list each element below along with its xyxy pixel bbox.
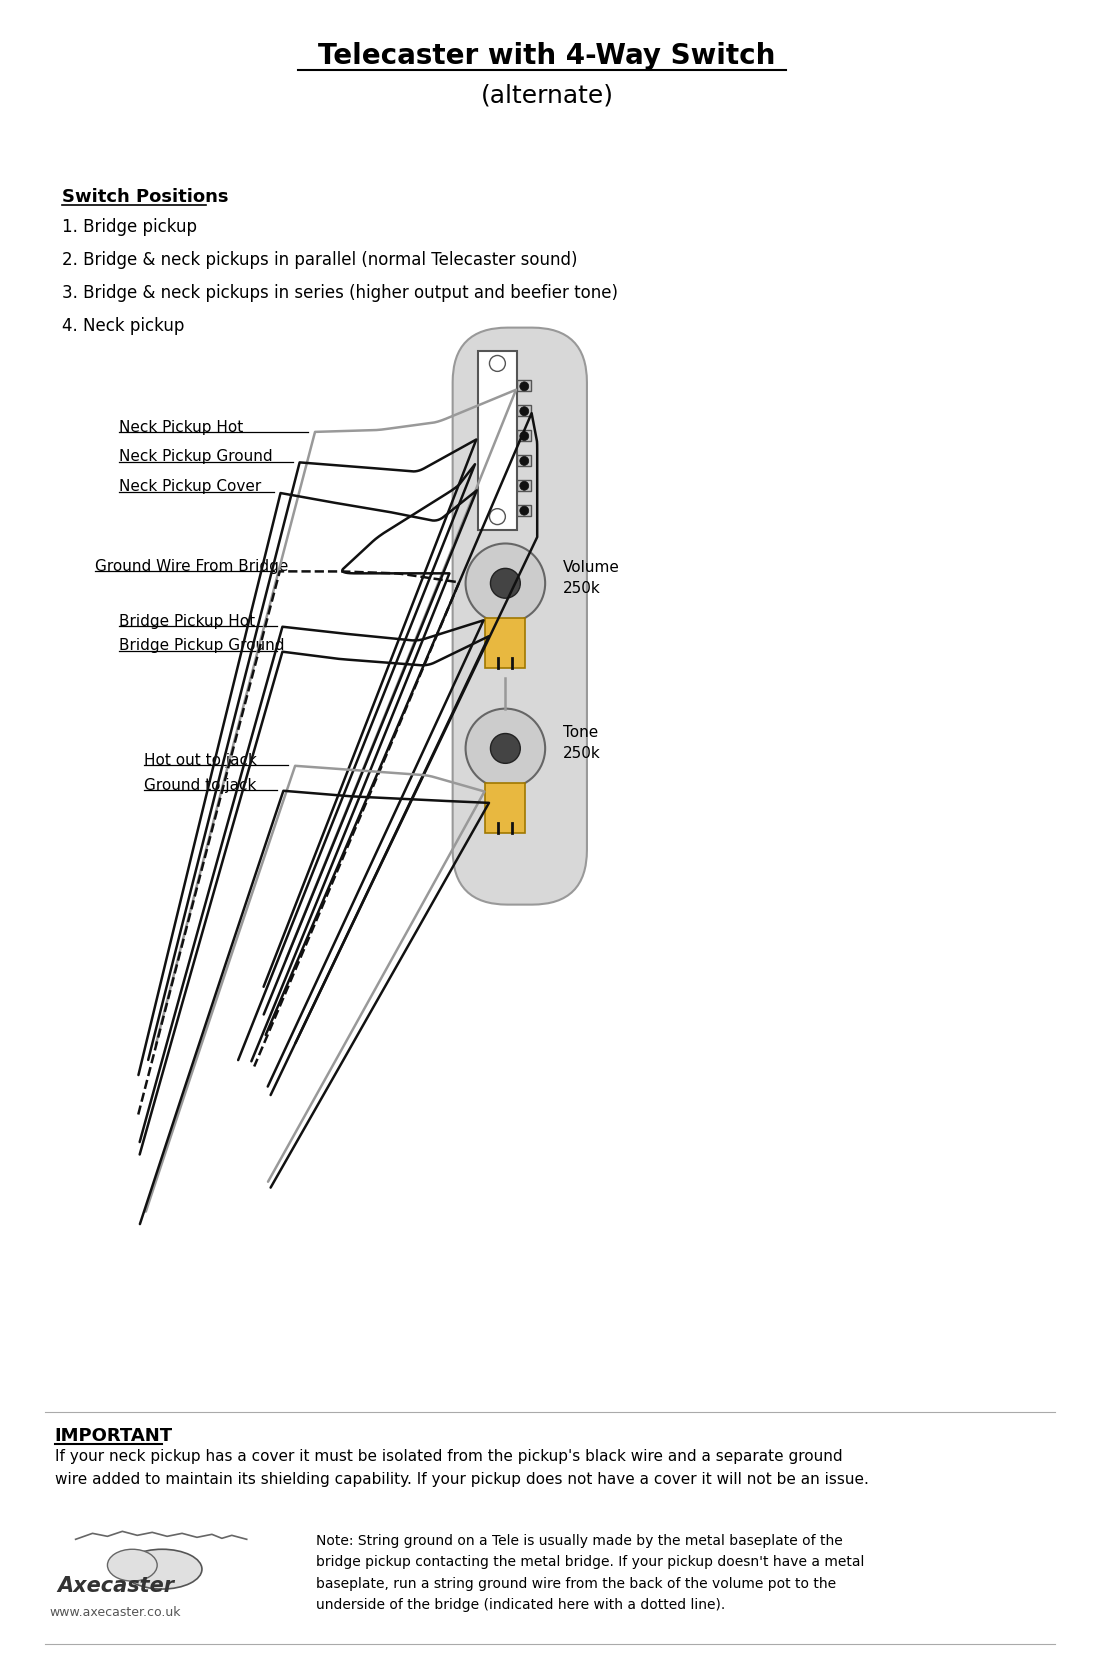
Text: 2. Bridge & neck pickups in parallel (normal Telecaster sound): 2. Bridge & neck pickups in parallel (no… xyxy=(62,251,577,269)
Circle shape xyxy=(520,507,528,515)
Circle shape xyxy=(520,457,528,465)
Circle shape xyxy=(520,432,528,440)
Text: Switch Positions: Switch Positions xyxy=(62,188,228,206)
Text: Telecaster with 4-Way Switch: Telecaster with 4-Way Switch xyxy=(318,42,776,70)
Text: If your neck pickup has a cover it must be isolated from the pickup's black wire: If your neck pickup has a cover it must … xyxy=(55,1449,869,1487)
Text: Tone
250k: Tone 250k xyxy=(563,725,601,761)
Ellipse shape xyxy=(122,1549,201,1589)
Text: Bridge Pickup Ground: Bridge Pickup Ground xyxy=(119,638,285,653)
Text: IMPORTANT: IMPORTANT xyxy=(55,1428,173,1444)
Bar xyxy=(478,351,517,530)
Text: Ground to jack: Ground to jack xyxy=(144,778,257,793)
Circle shape xyxy=(466,708,545,788)
Text: Ground Wire From Bridge: Ground Wire From Bridge xyxy=(95,558,287,573)
Bar xyxy=(486,783,525,833)
Bar xyxy=(517,430,532,440)
Bar xyxy=(486,618,525,668)
Text: Bridge Pickup Hot: Bridge Pickup Hot xyxy=(119,613,255,628)
Bar xyxy=(517,381,532,391)
Bar xyxy=(517,455,532,465)
Text: 1. Bridge pickup: 1. Bridge pickup xyxy=(62,218,197,236)
Text: www.axecaster.co.uk: www.axecaster.co.uk xyxy=(50,1607,182,1619)
Circle shape xyxy=(490,568,521,598)
Text: Axecaster: Axecaster xyxy=(57,1576,174,1596)
Text: Neck Pickup Ground: Neck Pickup Ground xyxy=(119,449,273,464)
Text: Hot out to jack: Hot out to jack xyxy=(144,753,258,768)
Circle shape xyxy=(520,482,528,490)
Bar xyxy=(517,406,532,416)
Ellipse shape xyxy=(108,1549,157,1581)
Text: Volume
250k: Volume 250k xyxy=(563,560,620,597)
FancyBboxPatch shape xyxy=(453,327,587,904)
Circle shape xyxy=(520,382,528,391)
Bar xyxy=(517,480,532,490)
Bar xyxy=(517,505,532,515)
Circle shape xyxy=(520,407,528,416)
Circle shape xyxy=(490,356,505,371)
Circle shape xyxy=(490,733,521,763)
Circle shape xyxy=(490,509,505,525)
Text: 3. Bridge & neck pickups in series (higher output and beefier tone): 3. Bridge & neck pickups in series (high… xyxy=(62,284,618,302)
Text: (alternate): (alternate) xyxy=(481,83,613,108)
Text: Note: String ground on a Tele is usually made by the metal baseplate of the
brid: Note: String ground on a Tele is usually… xyxy=(316,1534,864,1612)
Text: Neck Pickup Cover: Neck Pickup Cover xyxy=(119,479,262,494)
Text: Neck Pickup Hot: Neck Pickup Hot xyxy=(119,419,243,434)
Text: 4. Neck pickup: 4. Neck pickup xyxy=(62,317,184,334)
Circle shape xyxy=(466,543,545,623)
